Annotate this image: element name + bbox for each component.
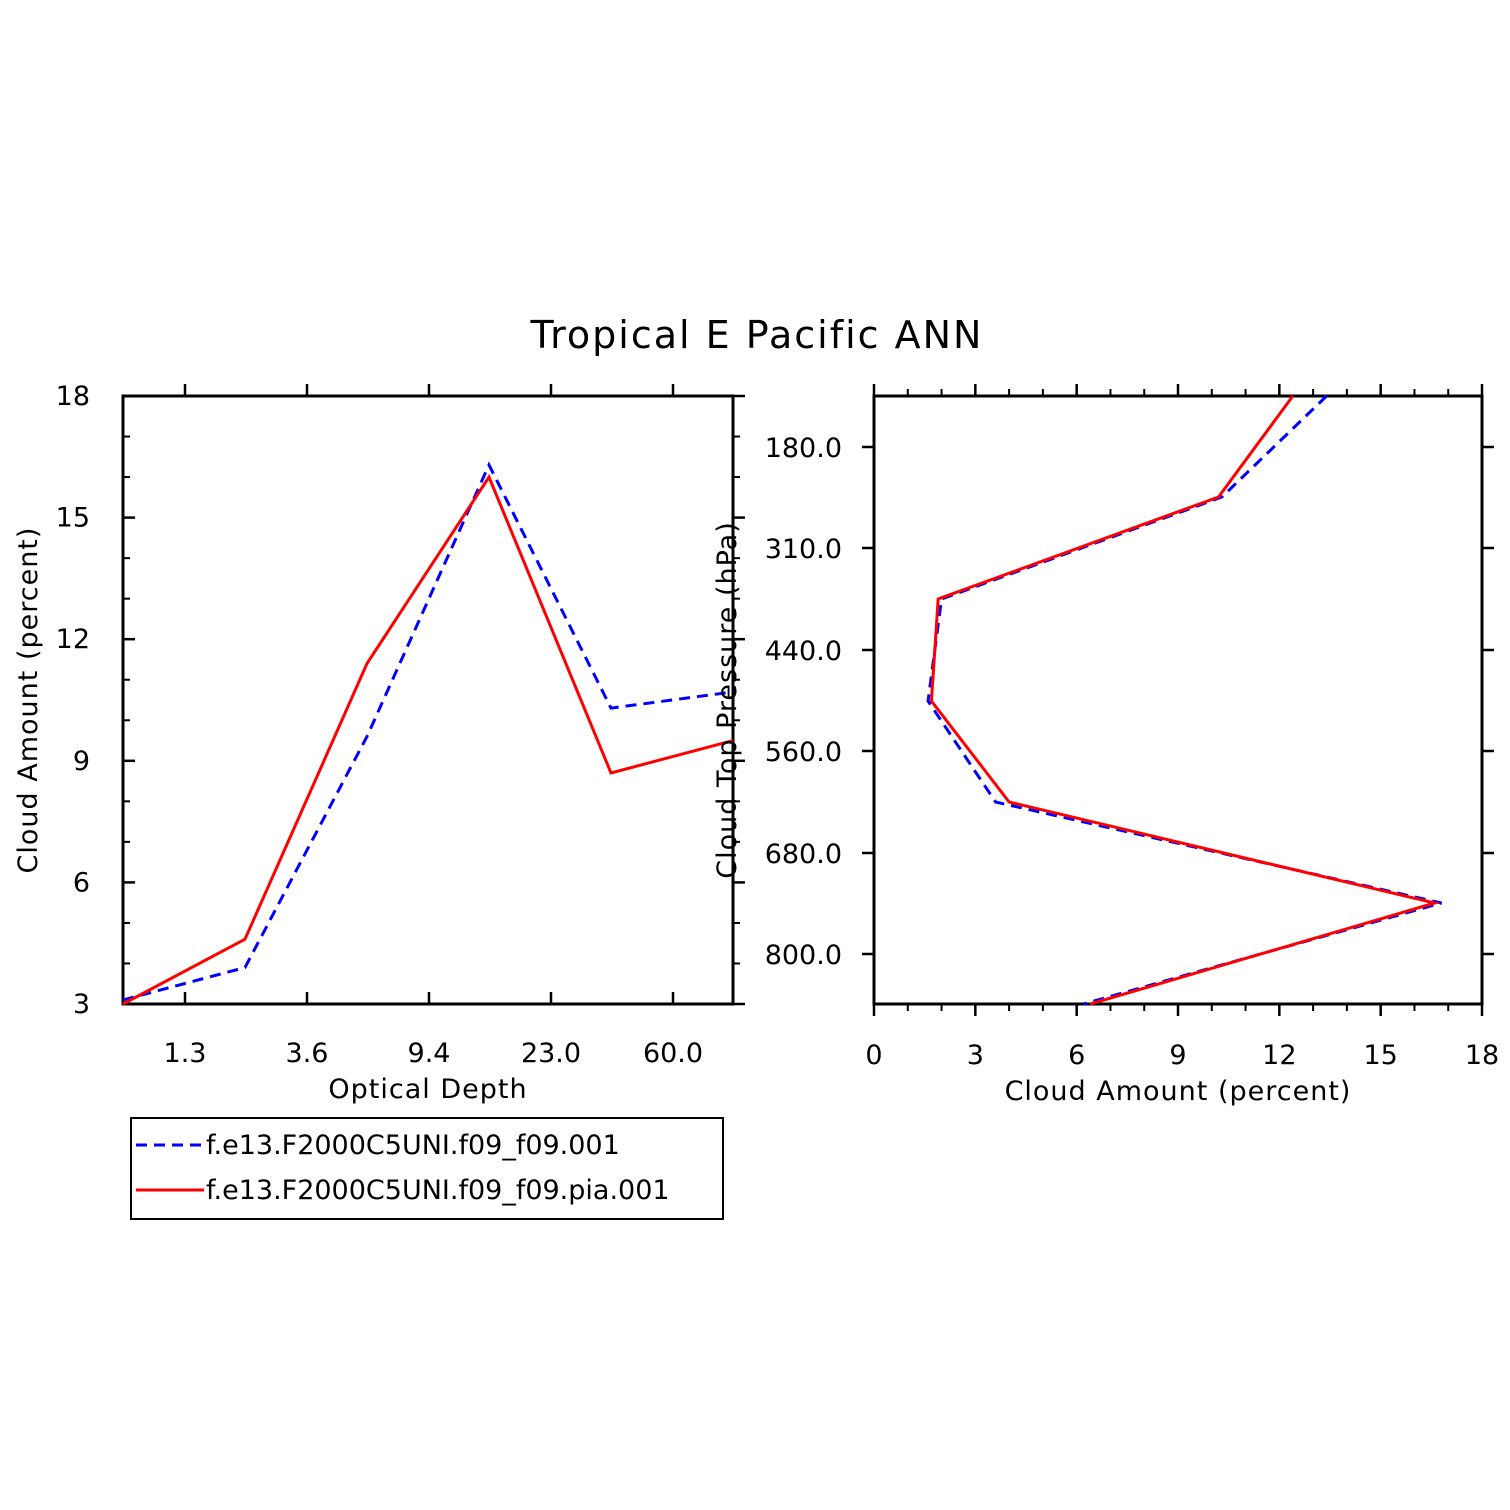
right-x-tick-label: 6 bbox=[1068, 1040, 1085, 1071]
right-y-axis-label: Cloud Top Pressure (hPa) bbox=[712, 521, 743, 879]
left-y-tick-label: 6 bbox=[73, 867, 90, 898]
right-x-tick-label: 18 bbox=[1465, 1040, 1499, 1071]
legend-box bbox=[130, 1117, 724, 1220]
right-y-tick-label: 440.0 bbox=[765, 636, 842, 667]
right-series-line-1 bbox=[926, 394, 1442, 1006]
left-y-tick-label: 9 bbox=[73, 746, 90, 777]
left-panel-optical-depth: 3 6 9 12 15 18 1.3 3.6 9.4 23.0 60.0 Optical Depth… bbox=[13, 381, 745, 1105]
left-y-tick-label: 12 bbox=[56, 624, 90, 655]
right-series-lines bbox=[926, 394, 1442, 1006]
right-x-tick-label: 15 bbox=[1363, 1040, 1397, 1071]
left-y-tick-label: 18 bbox=[56, 381, 90, 412]
legend-label-series-2: f.e13.F2000C5UNI.f09_f09.pia.001 bbox=[206, 1175, 670, 1206]
right-y-tick-label: 680.0 bbox=[765, 839, 842, 870]
left-x-tick-label: 23.0 bbox=[521, 1038, 581, 1069]
left-series-line-1 bbox=[122, 461, 734, 1002]
left-series-lines bbox=[122, 461, 734, 1006]
left-x-tick-label: 3.6 bbox=[286, 1038, 329, 1069]
right-plot-frame bbox=[872, 394, 1484, 1006]
left-y-tick-label: 3 bbox=[73, 989, 90, 1020]
legend-label-series-1: f.e13.F2000C5UNI.f09_f09.001 bbox=[206, 1130, 620, 1161]
legend: f.e13.F2000C5UNI.f09_f09.001 f.e13.F2000… bbox=[130, 1117, 724, 1220]
figure-title: Tropical E Pacific ANN bbox=[530, 313, 984, 357]
right-x-tick-label: 3 bbox=[967, 1040, 984, 1071]
right-x-tick-label: 9 bbox=[1169, 1040, 1186, 1071]
left-y-axis-label: Cloud Amount (percent) bbox=[13, 527, 44, 874]
left-x-tick-label: 1.3 bbox=[164, 1038, 207, 1069]
right-y-tick-label: 180.0 bbox=[765, 433, 842, 464]
right-y-tick-label: 560.0 bbox=[765, 737, 842, 768]
left-x-tick-label: 9.4 bbox=[408, 1038, 451, 1069]
right-x-axis-label: Cloud Amount (percent) bbox=[1005, 1076, 1352, 1107]
left-x-tick-label: 60.0 bbox=[643, 1038, 703, 1069]
right-y-tick-label: 800.0 bbox=[765, 940, 842, 971]
right-y-tick-label: 310.0 bbox=[765, 534, 842, 565]
left-series-line-2 bbox=[122, 473, 734, 1006]
right-x-tick-label: 12 bbox=[1262, 1040, 1296, 1071]
right-x-tick-label: 0 bbox=[865, 1040, 882, 1071]
left-axis-ticks: 3 6 9 12 15 18 1.3 3.6 9.4 23.0 60.0 bbox=[56, 381, 745, 1069]
left-plot-frame bbox=[121, 394, 735, 1006]
left-x-axis-label: Optical Depth bbox=[328, 1074, 527, 1105]
left-y-tick-label: 15 bbox=[56, 503, 90, 534]
right-panel-cloud-top-pressure: 0 3 6 9 12 15 18 180.0 310.0 440.0 560.0 680.0 800.0… bbox=[712, 384, 1499, 1107]
right-axis-ticks: 0 3 6 9 12 15 18 180.0 310.0 440.0 560.0 680.0 800.0 bbox=[765, 384, 1499, 1071]
right-series-line-2 bbox=[929, 395, 1441, 1006]
